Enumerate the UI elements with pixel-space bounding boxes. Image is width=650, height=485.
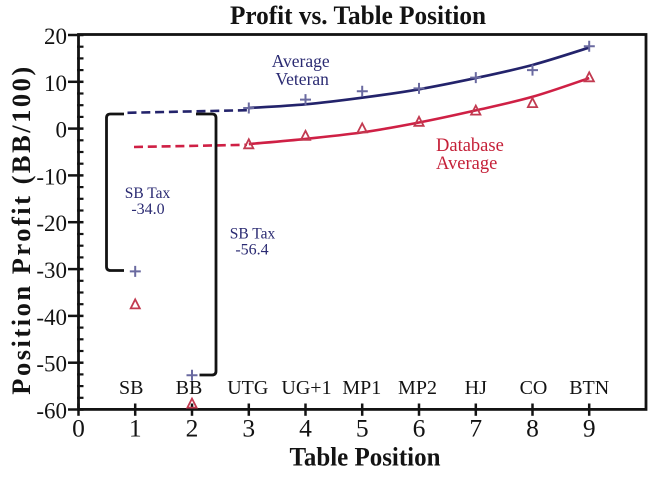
svg-text:Profit vs. Table Position: Profit vs. Table Position <box>230 1 487 30</box>
svg-text:4: 4 <box>299 414 312 443</box>
svg-text:UG+1: UG+1 <box>281 377 331 399</box>
svg-text:0: 0 <box>72 414 85 443</box>
svg-text:UTG: UTG <box>227 377 268 399</box>
svg-text:Table Position: Table Position <box>290 442 441 472</box>
svg-text:SB: SB <box>119 377 143 399</box>
svg-text:-56.4: -56.4 <box>235 242 268 259</box>
svg-text:MP1: MP1 <box>342 377 381 399</box>
svg-text:0: 0 <box>56 118 68 143</box>
svg-text:-20: -20 <box>36 211 67 236</box>
svg-text:-50: -50 <box>36 352 67 377</box>
svg-text:-60: -60 <box>36 399 67 424</box>
svg-text:Position Profit (BB/100): Position Profit (BB/100) <box>6 64 36 394</box>
svg-text:6: 6 <box>413 414 426 443</box>
svg-text:Database: Database <box>436 136 504 156</box>
svg-text:8: 8 <box>526 414 539 443</box>
svg-text:2: 2 <box>186 414 199 443</box>
svg-text:5: 5 <box>356 414 369 443</box>
svg-text:7: 7 <box>469 414 482 443</box>
svg-text:HJ: HJ <box>465 377 487 399</box>
svg-text:SB Tax: SB Tax <box>230 226 276 243</box>
svg-text:Average: Average <box>272 51 330 71</box>
svg-text:Average: Average <box>436 154 497 174</box>
svg-text:MP2: MP2 <box>398 377 437 399</box>
svg-text:BTN: BTN <box>569 377 609 399</box>
svg-text:Veteran: Veteran <box>275 69 329 89</box>
svg-text:1: 1 <box>129 414 142 443</box>
svg-text:-34.0: -34.0 <box>131 201 164 218</box>
svg-text:-40: -40 <box>36 305 67 330</box>
svg-text:BB: BB <box>176 377 203 399</box>
svg-text:SB Tax: SB Tax <box>125 185 171 202</box>
svg-text:-10: -10 <box>36 164 67 189</box>
svg-text:9: 9 <box>583 414 596 443</box>
svg-text:3: 3 <box>242 414 255 443</box>
svg-text:20: 20 <box>44 24 67 49</box>
svg-text:-30: -30 <box>36 258 67 283</box>
svg-text:10: 10 <box>44 71 67 96</box>
svg-text:CO: CO <box>520 377 548 399</box>
